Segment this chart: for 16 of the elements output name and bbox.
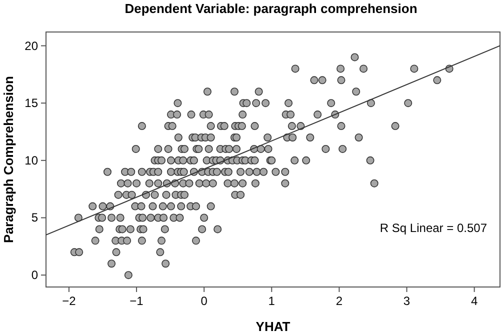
- x-tick-label: 4: [470, 294, 478, 308]
- x-tick-label: 2: [336, 294, 343, 308]
- x-tick-label: 1: [268, 294, 276, 308]
- y-tick-label: 0: [31, 268, 38, 282]
- y-tick-label: 15: [24, 96, 38, 110]
- x-tick-label: 0: [200, 294, 208, 308]
- annotation: R Sq Linear = 0.507: [380, 221, 488, 235]
- y-tick-label: 20: [24, 38, 38, 53]
- y-tick-label: 10: [24, 153, 38, 168]
- x-tick-label: 3: [403, 294, 410, 308]
- x-tick-label: −1: [130, 294, 144, 308]
- chart-title: Dependent Variable: paragraph comprehension: [124, 1, 418, 16]
- x-axis-title: YHAT: [256, 319, 290, 334]
- y-tick-label: 5: [31, 210, 38, 225]
- x-tick-label: −2: [62, 294, 76, 308]
- y-axis-title: Paragraph Comprehension: [1, 76, 16, 243]
